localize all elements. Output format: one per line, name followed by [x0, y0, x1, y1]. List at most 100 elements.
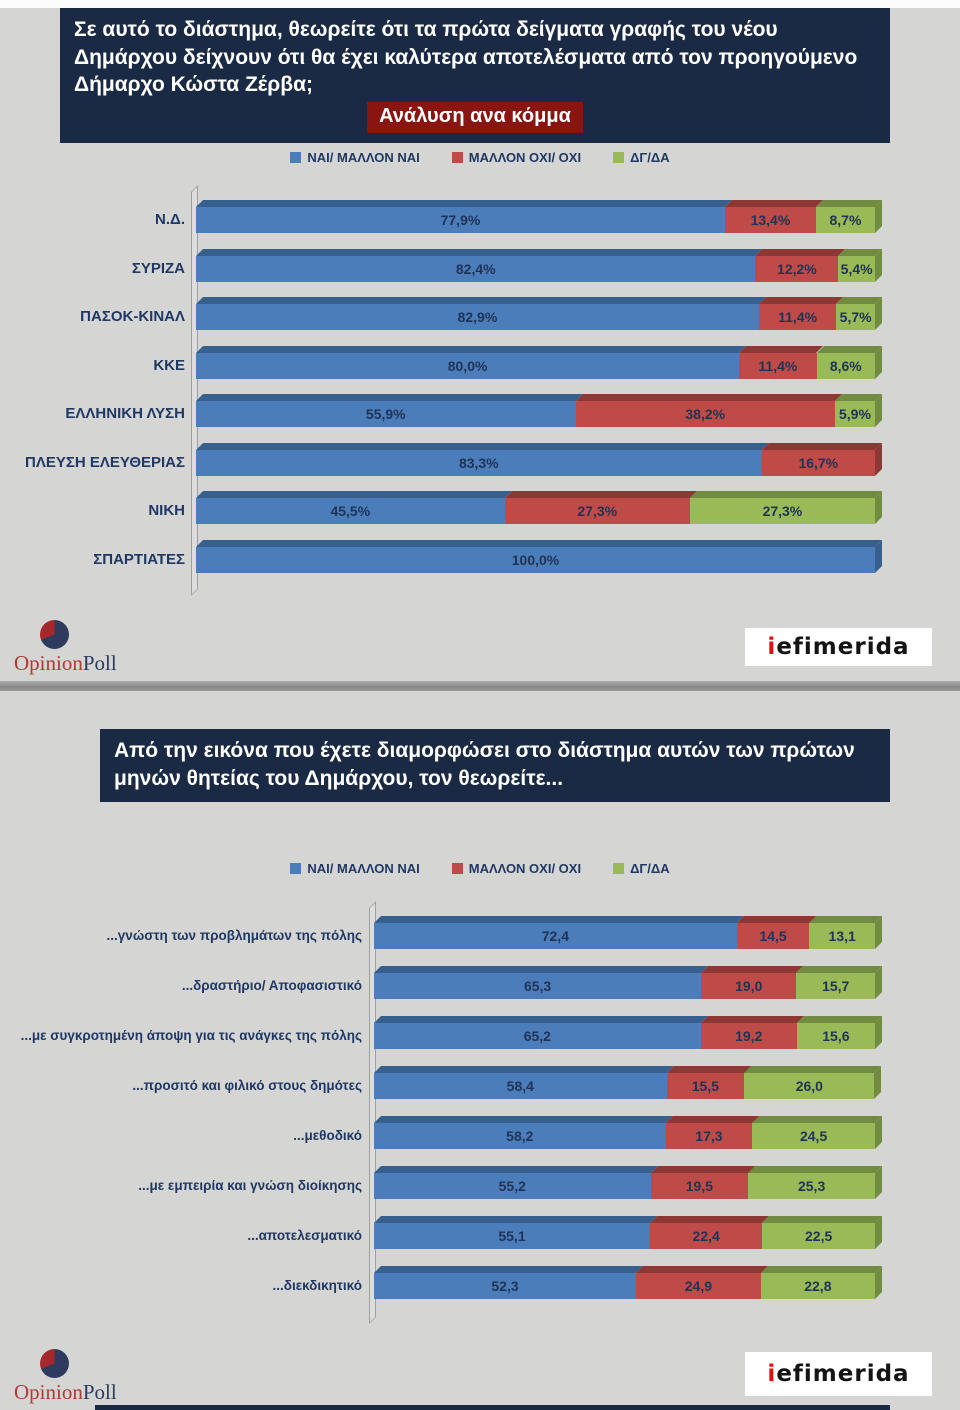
bar-top-face [739, 345, 824, 353]
bar-top-face [196, 394, 583, 401]
bar-row: 77,9% 13,4% 8,7% [196, 200, 882, 233]
value-label: 14,5 [759, 928, 787, 944]
bar-segment-dk: 25,3 [748, 1166, 882, 1199]
bar-segment-yes: 52,3 [374, 1266, 644, 1299]
top-margin [0, 0, 960, 8]
legend-label-no: ΜΑΛΛΟΝ ΟΧΙ/ ΟΧΙ [468, 150, 582, 165]
category-label: ...διεκδικητικό [272, 1278, 363, 1293]
category-label: ΚΚΕ [153, 356, 185, 374]
legend-item-dk: ΔΓ/ΔΑ [613, 861, 670, 876]
bar-top-face [196, 539, 882, 547]
bar-side-face [874, 200, 882, 233]
bar-row: 55,2 19,5 25,3 [374, 1166, 882, 1199]
bar-top-face [374, 1216, 658, 1223]
value-label: 27,3% [762, 503, 803, 519]
opinionpoll-logo: OpinionPoll [14, 1349, 164, 1405]
bar-segment-no: 19,2 [700, 1016, 804, 1049]
bar-segment-yes: 82,9% [196, 297, 766, 330]
category-label: ...αποτελεσματικό [247, 1228, 362, 1243]
bar-top-face [504, 491, 697, 498]
value-label: 15,6 [822, 1028, 850, 1044]
value-label: 38,2% [685, 406, 726, 422]
bar-segment-no: 27,3% [504, 491, 697, 524]
bar-top-face [374, 1166, 658, 1173]
question-title-2: Από την εικόνα που έχετε διαμορφώσει στο… [114, 739, 855, 790]
bar-row: 83,3% 16,7% [196, 442, 882, 476]
bar-top-face [744, 1066, 882, 1073]
bar-segment-no: 16,7% [761, 442, 882, 476]
analysis-badge: Ανάλυση ανα κόμμα [367, 102, 583, 133]
bar-chart-mayor-traits: 72,4 14,5 13,1 65,3 19,0 15,7 65,2 19,2 15,6 58,4… [369, 901, 889, 1328]
value-label: 13,4% [750, 212, 791, 228]
bar-top-face [689, 491, 883, 498]
bar-side-face [875, 539, 882, 573]
legend-item-no: ΜΑΛΛΟΝ ΟΧΙ/ ΟΧΙ [451, 150, 582, 165]
legend-label-yes: ΝΑΙ/ ΜΑΛΛΟΝ ΝΑΙ [307, 150, 420, 165]
value-label: 11,4% [758, 357, 798, 374]
bar-row: 82,9% 11,4% 5,7% [196, 297, 882, 330]
opinionpoll-pie-icon [40, 1349, 69, 1378]
opinionpoll-logo: OpinionPoll [14, 620, 164, 676]
bar-segment-no: 19,5 [650, 1166, 756, 1199]
bar-segment-dk: 5,4% [838, 248, 882, 282]
value-label: 19,2 [735, 1028, 763, 1044]
value-label: 24,5 [799, 1128, 828, 1144]
bar-segment-no: 17,3 [665, 1116, 760, 1149]
bar-side-face [874, 1116, 882, 1149]
bar-row: 52,3 24,9 22,8 [374, 1266, 882, 1299]
value-label: 82,4% [455, 260, 496, 277]
bar-segment-yes: 100,0% [196, 539, 882, 573]
legend-item-yes: ΝΑΙ/ ΜΑΛΛΟΝ ΝΑΙ [290, 861, 420, 876]
bar-segment-dk: 5,7% [836, 297, 882, 330]
value-label: 17,3 [695, 1128, 723, 1144]
bar-top-face [758, 297, 844, 304]
bar-row: 80,0% 11,4% 8,6% [196, 345, 882, 379]
bar-segment-yes: 55,2 [374, 1166, 658, 1199]
bar-top-face [636, 1266, 768, 1273]
bar-top-face [796, 1016, 882, 1023]
value-label: 77,9% [440, 212, 481, 228]
legend-swatch-yes-icon [290, 152, 302, 163]
bar-top-face [665, 1116, 760, 1123]
value-label: 13,1 [828, 928, 856, 944]
value-label: 5,7% [839, 309, 872, 325]
opinionpoll-pie-icon [40, 620, 69, 649]
bar-top-face [374, 1266, 644, 1273]
question-title-box-2: Από την εικόνα που έχετε διαμορφώσει στο… [100, 729, 890, 803]
bar-row: 72,4 14,5 13,1 [374, 916, 882, 949]
bar-top-face [196, 200, 732, 207]
bar-top-face [815, 200, 882, 207]
bar-top-face [666, 1066, 752, 1073]
bar-top-face [575, 394, 842, 401]
value-label: 25,3 [797, 1178, 826, 1194]
category-label: ...δραστήριο/ Αποφασιστικό [181, 978, 362, 993]
legend-swatch-no-icon [451, 863, 463, 874]
bar-side-face [874, 297, 882, 330]
category-label: ...μεθοδικό [293, 1128, 362, 1143]
bar-row: 55,1 22,4 22,5 [374, 1216, 882, 1249]
bar-top-face [374, 966, 709, 973]
bar-segment-yes: 82,4% [196, 248, 763, 282]
bar-segment-yes: 83,3% [196, 442, 769, 476]
bar-chart-parties: 77,9% 13,4% 8,7% 82,4% 12,2% 5,4% 82,9% 11,4% 5,… [191, 185, 886, 596]
category-label: ΝΙΚΗ [148, 502, 185, 519]
bar-segment-no: 19,0 [701, 966, 804, 999]
value-label: 12,2% [777, 260, 817, 277]
legend-swatch-no-icon [451, 152, 463, 163]
bar-side-face [874, 442, 882, 476]
bar-side-face [874, 1166, 882, 1199]
bar-top-face [748, 1166, 882, 1173]
next-section-edge [95, 1405, 890, 1410]
bar-segment-dk: 15,6 [796, 1016, 882, 1049]
bar-segment-yes: 77,9% [196, 200, 732, 233]
bar-row: 58,2 17,3 24,5 [374, 1116, 882, 1149]
value-label: 52,3 [491, 1278, 519, 1294]
bar-segment-dk: 22,5 [762, 1216, 882, 1249]
legend-label-dk: ΔΓ/ΔΑ [630, 150, 670, 165]
value-label: 65,3 [523, 978, 552, 994]
bar-segment-dk: 13,1 [809, 916, 882, 949]
bar-segment-no: 11,4% [758, 297, 844, 330]
legend-label-dk: ΔΓ/ΔΑ [630, 861, 670, 876]
legend-item-yes: ΝΑΙ/ ΜΑΛΛΟΝ ΝΑΙ [290, 150, 420, 165]
value-label: 72,4 [541, 928, 569, 944]
